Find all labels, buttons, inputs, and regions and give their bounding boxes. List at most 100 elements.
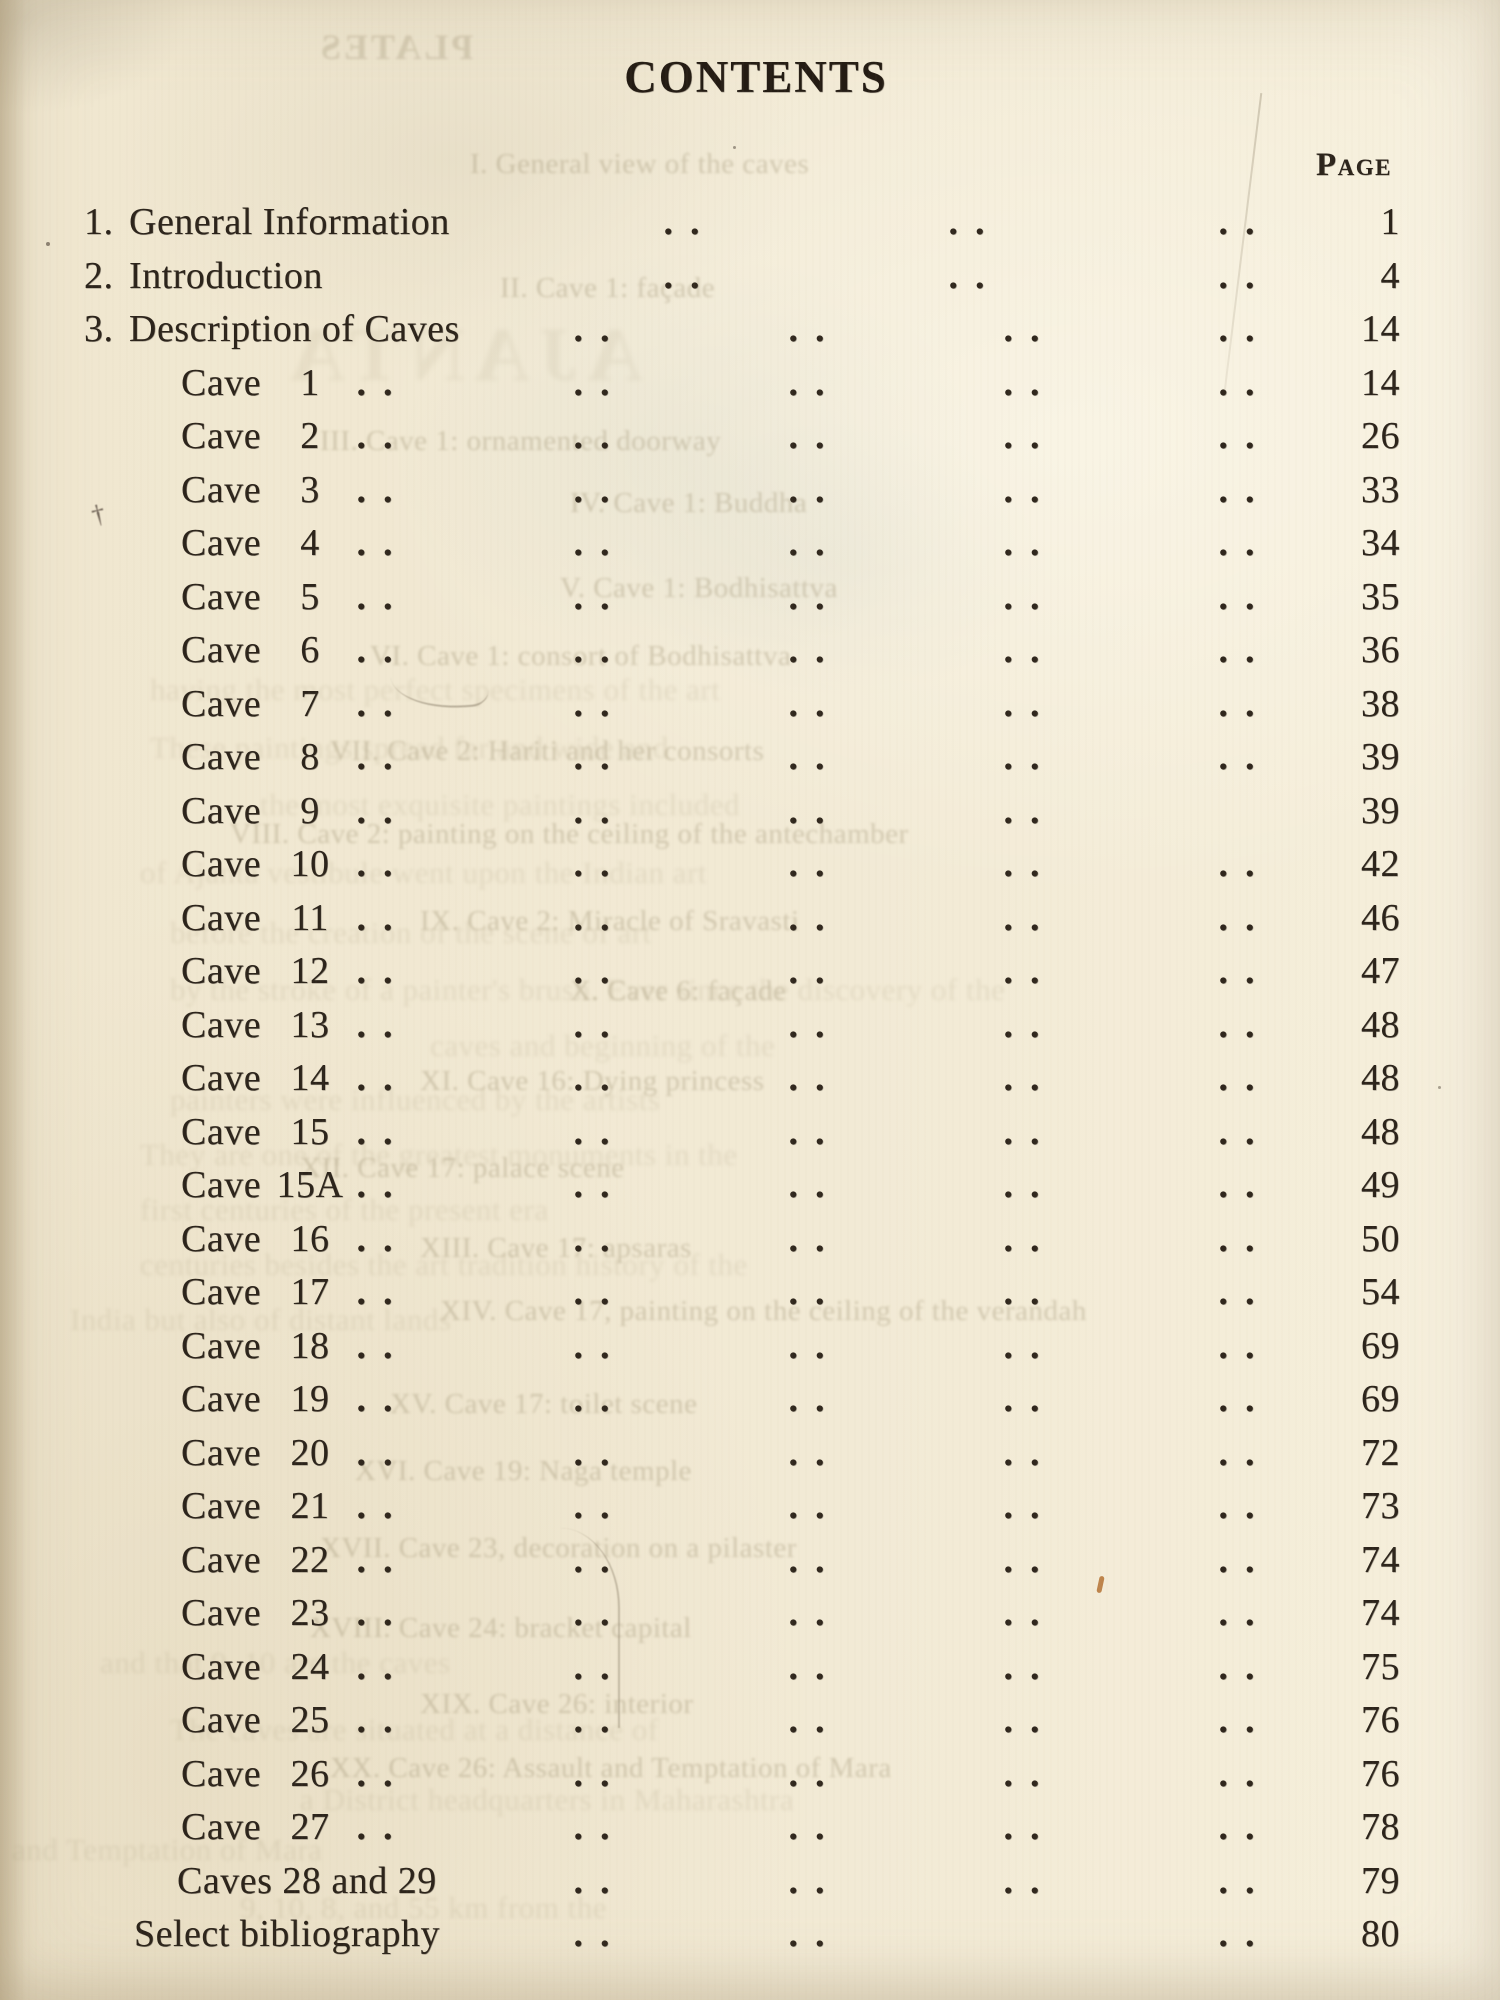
toc-row-cave-number: 16 [290,1217,330,1260]
leader-dots: .. [573,575,627,618]
toc-row-label: Cave [181,1164,262,1206]
toc-row-page-number: 76 [1361,1752,1400,1795]
leader-dots: .. [1003,843,1057,885]
leader-dots: .. [356,1806,410,1848]
leader-dots: .. [1218,1538,1272,1581]
toc-row-label: Cave [181,1752,262,1795]
bleedthrough-line: of Ajanta vestibule went upon the Indian… [140,855,707,890]
leader-dots: .. [1218,629,1272,671]
leader-dots: .. [788,468,842,511]
leader-dots: .. [1003,736,1057,778]
leader-dots: .. [1003,1057,1057,1099]
leader-dots: .. [356,575,410,618]
toc-row-label: Cave [181,468,262,511]
leader-dots: .. [788,1431,842,1474]
ink-speck [46,242,50,246]
leader-dots: .. [1003,950,1057,992]
leader-dots: .. [356,896,410,939]
leader-dots: .. [788,522,842,564]
leader-dots: .. [1218,1217,1272,1260]
toc-row: Cave 20 .......... 72 [0,1426,1500,1480]
bleedthrough-line: India but also of distant lands [70,1302,452,1337]
bleedthrough-line: having the most perfect specimens of the… [150,672,721,707]
bleedthrough-line: 9, 10, 8, and 55 km from the [240,1890,608,1925]
leader-dots: .. [356,1324,410,1367]
leader-dots: .. [1218,1859,1272,1902]
bleedthrough-line: centuries besides the art tradition hist… [140,1247,748,1282]
leader-dots: .. [573,1378,627,1420]
leader-dots: .. [1003,1592,1057,1634]
leader-dots: .. [1218,1164,1272,1206]
toc-row-label: Cave [181,1806,262,1848]
leader-dots: .. [788,1859,842,1902]
toc-row-page-number: 47 [1361,950,1400,992]
leader-dots: .. [1218,1485,1272,1527]
leader-dots: .. [1003,1485,1057,1527]
toc-row-label: Cave [181,1217,262,1260]
toc-row-page-number: 46 [1361,896,1400,939]
toc-row-page-number: 48 [1361,1110,1400,1153]
toc-row-page-number: 36 [1361,629,1400,671]
toc-row: Cave 7 .......... 38 [0,677,1500,731]
leader-dots: .. [573,308,627,350]
bleedthrough-line: XII. Cave 17: palace scene [300,1152,625,1184]
leader-dots: .. [1218,308,1272,350]
bleedthrough-line: IV. Cave 1: Buddha [570,487,808,519]
leader-dots: .. [1218,682,1272,725]
leader-dots: .. [1003,1271,1057,1313]
leader-dots: .. [788,415,842,457]
bleedthrough-line: I. General view of the caves [470,148,810,180]
toc-row-label: Cave [181,1645,262,1688]
toc-row: Cave 25 .......... 76 [0,1693,1500,1747]
toc-row-page-number: 1 [1380,201,1400,243]
toc-row: Cave 24 .......... 75 [0,1640,1500,1694]
leader-dots: .. [1003,1645,1057,1688]
bleedthrough-line: XI. Cave 16: Dying princess [420,1065,765,1097]
toc-row: Select bibliography ...... 80 [0,1907,1500,1961]
leader-dots: .. [573,789,627,832]
bleedthrough-line: III. Cave 1: ornamented doorway [320,425,722,457]
toc-row-page-number: 74 [1361,1592,1400,1634]
leader-dots: .. [1003,682,1057,725]
toc-row-cave-number: 5 [300,575,320,618]
toc-row-label: Cave [181,1538,262,1581]
leader-dots: .. [788,682,842,725]
leader-dots: .. [573,1271,627,1313]
leader-dots: .. [573,415,627,457]
leader-dots: .. [1218,575,1272,618]
bleedthrough-line: a District headquarters in Maharashtra [300,1782,795,1817]
leader-dots: .. [788,1057,842,1099]
toc-row-cave-number: 11 [291,896,329,939]
leader-dots: .. [356,361,410,404]
toc-row: Cave 21 .......... 73 [0,1479,1500,1533]
leader-dots: .. [788,575,842,618]
toc-row-cave-number: 23 [290,1592,330,1634]
toc-row: Cave 4 .......... 34 [0,516,1500,570]
leader-dots: .. [1218,522,1272,564]
bleedthrough-line: XIV. Cave 17, painting on the ceiling of… [440,1295,1087,1327]
leader-dots: .. [573,1003,627,1046]
leader-dots: .. [1218,1806,1272,1848]
leader-dots: .. [663,201,717,243]
bleedthrough-line: XVI. Cave 19: Naga temple [355,1455,693,1487]
leader-dots: .. [788,1217,842,1260]
leader-dots: .. [1003,629,1057,671]
leader-dots: .. [1218,1110,1272,1153]
leader-dots: .. [1213,195,1277,249]
leader-dots: .. [1218,1324,1272,1367]
bleedthrough-line: by the stroke of a painter's brush. Ever… [170,972,1006,1007]
toc-row-label: Cave [181,682,262,725]
leader-dots: .. [788,1913,842,1955]
leader-dots: .. [573,950,627,992]
bleedthrough-line: These paintings spread far and wide and [150,730,669,765]
bleedthrough-line: first centuries of the present era [140,1192,549,1227]
bleedthrough-line: XIII. Cave 17: apsaras [420,1232,692,1264]
toc-row: Cave 1 .......... 14 [0,356,1500,410]
toc-row-cave-number: 22 [290,1538,330,1581]
leader-dots: .. [788,1752,842,1795]
leader-dots: .. [573,1324,627,1367]
toc-row: Cave 17 .......... 54 [0,1265,1500,1319]
toc-row-label: Cave [181,1003,262,1046]
leader-dots: .. [1003,1806,1057,1848]
toc-row-cave-number: 20 [290,1431,330,1474]
